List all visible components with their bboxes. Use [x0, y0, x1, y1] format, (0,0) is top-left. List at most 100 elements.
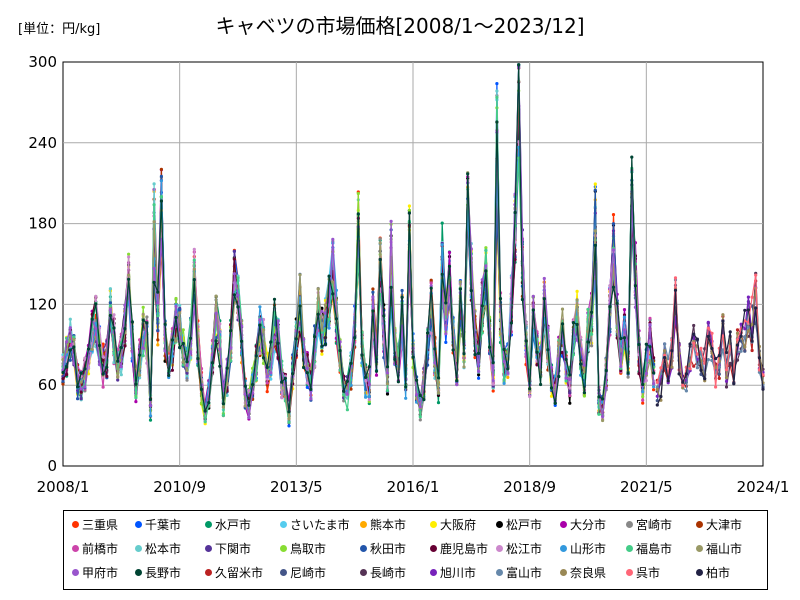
- data-point: [750, 295, 754, 299]
- data-point: [86, 347, 91, 351]
- legend-item: 山形市: [560, 541, 606, 557]
- legend-marker: [626, 521, 633, 528]
- data-point: [108, 304, 112, 308]
- data-point: [648, 359, 652, 363]
- data-point: [546, 348, 550, 352]
- data-point: [611, 248, 616, 252]
- data-point: [72, 335, 76, 339]
- data-point: [436, 391, 441, 395]
- data-point: [531, 308, 535, 312]
- data-point: [692, 364, 696, 368]
- data-point: [743, 349, 747, 353]
- data-point: [509, 321, 513, 325]
- series-lines: [61, 63, 765, 428]
- data-point: [138, 373, 142, 377]
- legend-item: 千葉市: [135, 517, 181, 533]
- data-point: [105, 374, 109, 378]
- data-point: [655, 387, 659, 392]
- data-point: [531, 294, 535, 298]
- data-point: [714, 357, 718, 361]
- data-point: [706, 320, 710, 324]
- data-point: [692, 323, 696, 328]
- data-point: [670, 365, 674, 369]
- data-point: [320, 344, 324, 348]
- data-point: [148, 397, 153, 402]
- data-point: [236, 305, 240, 309]
- data-point: [385, 371, 390, 375]
- data-point: [138, 353, 142, 357]
- data-point: [247, 389, 251, 393]
- data-point: [637, 372, 641, 376]
- data-point: [192, 278, 196, 282]
- data-point: [735, 338, 740, 342]
- data-point: [225, 393, 229, 397]
- data-point: [389, 219, 393, 223]
- data-point: [608, 305, 612, 309]
- data-point: [269, 377, 273, 381]
- data-point: [116, 378, 120, 382]
- data-point: [374, 369, 379, 373]
- data-point: [159, 174, 163, 178]
- legend-marker: [496, 569, 503, 576]
- data-point: [243, 384, 247, 388]
- data-point: [418, 393, 422, 397]
- x-tick-label: 2013/5: [270, 478, 323, 496]
- data-point: [251, 383, 255, 387]
- data-point: [163, 322, 167, 326]
- data-point: [622, 308, 627, 312]
- data-point: [637, 342, 641, 347]
- legend-marker: [626, 569, 633, 576]
- y-tick-label: 60: [38, 376, 57, 394]
- legend-marker: [280, 521, 287, 528]
- legend-item: 富山市: [496, 565, 542, 581]
- data-point: [404, 396, 408, 400]
- x-tick-label: 2008/1: [37, 478, 90, 496]
- legend-marker: [696, 545, 703, 552]
- data-point: [513, 257, 517, 262]
- data-point: [349, 361, 353, 365]
- data-point: [367, 395, 371, 399]
- data-point: [323, 311, 328, 315]
- data-point: [429, 286, 433, 290]
- data-point: [323, 342, 328, 346]
- legend-marker: [430, 545, 437, 552]
- data-point: [444, 312, 448, 316]
- data-point: [181, 328, 185, 332]
- data-point: [105, 365, 109, 369]
- legend-item: 鳥取市: [280, 541, 326, 557]
- data-point: [429, 278, 433, 282]
- legend-marker: [205, 521, 212, 528]
- legend-item: 前橋市: [72, 541, 118, 557]
- data-point: [735, 328, 740, 332]
- data-point: [108, 287, 112, 291]
- data-point: [280, 396, 284, 400]
- legend-marker: [135, 521, 142, 528]
- data-point: [717, 376, 721, 380]
- data-point: [141, 305, 145, 309]
- data-point: [108, 301, 112, 305]
- data-point: [258, 305, 262, 309]
- data-point: [83, 367, 87, 371]
- data-point: [597, 395, 601, 399]
- legend-marker: [280, 545, 287, 552]
- data-point: [724, 368, 729, 372]
- data-point: [108, 313, 112, 318]
- legend-marker: [560, 521, 567, 528]
- data-point: [134, 382, 138, 386]
- data-point: [283, 395, 287, 399]
- data-point: [469, 289, 473, 293]
- data-point: [484, 264, 488, 268]
- data-point: [353, 336, 357, 340]
- data-point: [196, 357, 200, 361]
- data-point: [568, 391, 572, 395]
- data-point: [218, 364, 222, 368]
- data-point: [444, 340, 448, 344]
- unit-label: [単位：円/kg]: [18, 22, 101, 37]
- legend-item: 長野市: [135, 565, 181, 581]
- data-point: [156, 301, 160, 305]
- legend-label: 長野市: [145, 566, 182, 580]
- data-point: [192, 267, 196, 271]
- data-point: [356, 212, 360, 216]
- data-point: [218, 347, 222, 351]
- data-point: [619, 336, 623, 341]
